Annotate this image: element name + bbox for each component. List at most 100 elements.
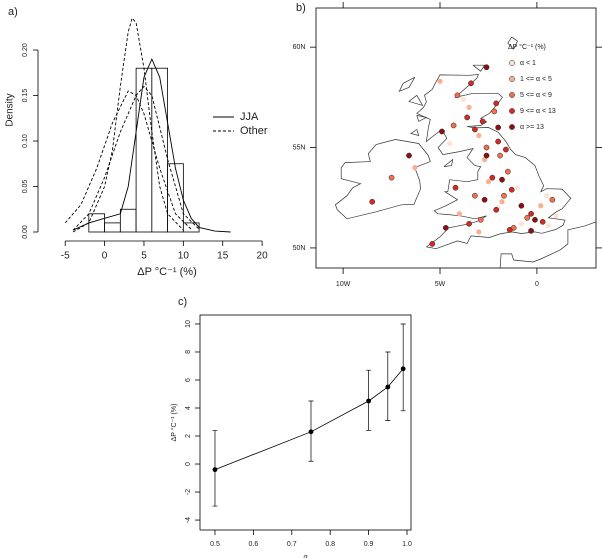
station-point — [481, 196, 488, 203]
station-point — [466, 104, 472, 110]
station-point — [501, 192, 507, 199]
station-point — [499, 199, 505, 205]
histogram-bar — [119, 208, 137, 233]
legend-swatch — [509, 76, 515, 82]
legend-label: Other — [240, 125, 268, 137]
panel-label: c) — [178, 296, 187, 308]
y-tick-label: 0.20 — [22, 43, 29, 57]
station-point — [491, 108, 498, 115]
legend-title: ΔP °C⁻¹ (%) — [508, 43, 546, 51]
x-axis-title: q — [304, 554, 308, 558]
station-point — [439, 128, 445, 135]
station-point — [447, 140, 453, 147]
y-tick-label: 0.15 — [22, 89, 29, 103]
station-point — [485, 179, 492, 185]
station-point — [464, 114, 470, 121]
panel-label: a) — [8, 6, 18, 18]
station-point — [437, 78, 443, 84]
station-point — [549, 196, 556, 203]
coastline — [507, 36, 518, 50]
station-point — [454, 92, 461, 99]
station-point — [472, 126, 478, 133]
x-tick-label: 10 — [178, 251, 190, 262]
coastline — [472, 64, 486, 72]
station-point — [518, 221, 524, 227]
station-point — [489, 174, 496, 181]
station-point — [468, 80, 474, 87]
coastline — [416, 115, 428, 122]
legend-label: 5 <= α < 9 — [520, 92, 552, 99]
coastline — [334, 139, 431, 220]
x-tick-label: 20 — [257, 251, 269, 262]
y-tick-label: -4 — [185, 517, 192, 523]
map-frame — [315, 7, 597, 269]
histogram-bar — [167, 163, 184, 233]
x-tick-label: 15 — [217, 251, 229, 262]
x-tick-label: -5 — [61, 251, 70, 262]
x-tick-label: 0.8 — [325, 541, 335, 548]
y-axis-title: ΔP °C⁻¹ (%) — [170, 404, 178, 442]
station-point — [456, 211, 462, 217]
legend-label: JJA — [240, 111, 259, 123]
station-point — [503, 146, 509, 153]
station-point — [538, 203, 544, 209]
station-point — [479, 118, 486, 125]
station-point — [518, 202, 525, 209]
histogram-bar — [104, 222, 121, 233]
station-point — [466, 220, 472, 227]
legend-swatch — [509, 92, 515, 98]
station-point — [476, 229, 482, 235]
station-point — [450, 122, 457, 129]
station-point — [528, 228, 534, 234]
station-point — [553, 213, 559, 219]
y-tick-label: 6 — [185, 378, 192, 382]
y-tick-label: 50N — [293, 245, 306, 252]
histogram-bar — [88, 213, 105, 233]
density-line — [72, 17, 184, 233]
coastline — [499, 221, 596, 268]
y-tick-label: 0.00 — [22, 225, 29, 239]
legend-label: 9 <= α < 13 — [520, 108, 556, 115]
x-tick-label: 0 — [102, 251, 108, 262]
coastline — [410, 129, 420, 136]
station-point — [539, 218, 546, 225]
station-point — [514, 185, 521, 191]
station-point — [493, 100, 500, 107]
station-point — [545, 223, 552, 229]
station-point — [452, 184, 459, 191]
y-tick-label: 0.10 — [22, 134, 29, 148]
x-tick-label: 0.5 — [210, 541, 220, 548]
x-tick-label: 1.0 — [402, 541, 412, 548]
y-tick-label: 10 — [185, 320, 192, 328]
station-point — [406, 152, 412, 159]
legend-label: 1 <= α < 5 — [520, 76, 552, 83]
point — [366, 398, 372, 404]
histogram-bar — [151, 67, 169, 233]
coastline — [398, 76, 416, 92]
x-tick-label: 5 — [141, 251, 147, 262]
y-tick-label: 4 — [185, 406, 192, 410]
y-axis-title: Density — [5, 93, 16, 126]
station-point — [524, 214, 531, 221]
station-point — [543, 193, 550, 199]
station-point — [412, 165, 418, 171]
x-tick-label: 0.6 — [249, 541, 259, 548]
station-point — [476, 132, 482, 139]
station-point — [442, 224, 449, 231]
station-point — [508, 186, 515, 193]
coastline — [443, 158, 454, 167]
station-point — [504, 168, 511, 175]
station-point — [483, 152, 490, 159]
station-point — [388, 174, 395, 181]
y-tick-label: -2 — [185, 489, 192, 495]
coastlines — [334, 36, 596, 268]
x-tick-label: 5W — [435, 281, 446, 288]
legend-swatch — [509, 124, 515, 130]
plot-frame — [199, 314, 412, 531]
y-tick-label: 60N — [293, 44, 306, 51]
station-point — [483, 64, 490, 71]
station-point — [532, 216, 538, 223]
density-line — [72, 57, 231, 233]
x-tick-label: 0.9 — [364, 541, 374, 548]
